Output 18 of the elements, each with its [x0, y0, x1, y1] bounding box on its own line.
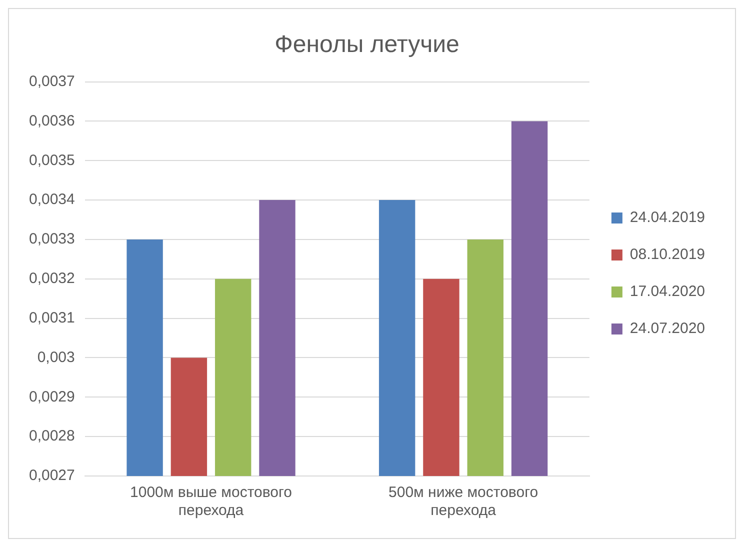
chart-title: Фенолы летучие: [274, 31, 460, 58]
legend-label: 24.07.2020: [630, 320, 706, 338]
legend-label: 08.10.2019: [630, 246, 706, 264]
y-tick-label: 0,0033: [28, 230, 75, 248]
y-tick-label: 0,003: [37, 348, 75, 366]
y-tick-label: 0,0032: [28, 270, 75, 288]
y-tick-label: 0,0029: [28, 388, 75, 406]
y-tick-label: 0,0031: [28, 309, 75, 326]
y-tick-label: 0,0035: [28, 152, 75, 169]
x-tick-label: 500м ниже мостового перехода: [388, 484, 538, 520]
legend-label: 24.04.2019: [630, 209, 706, 226]
x-tick-label: 1000м выше мостового перехода: [130, 484, 292, 520]
y-tick-label: 0,0028: [28, 428, 75, 445]
y-tick-label: 0,0037: [28, 72, 75, 90]
y-tick-label: 0,0036: [28, 112, 75, 130]
y-tick-label: 0,0034: [28, 191, 75, 208]
legend-label: 17.04.2020: [630, 283, 706, 300]
y-tick-label: 0,0027: [28, 467, 75, 484]
